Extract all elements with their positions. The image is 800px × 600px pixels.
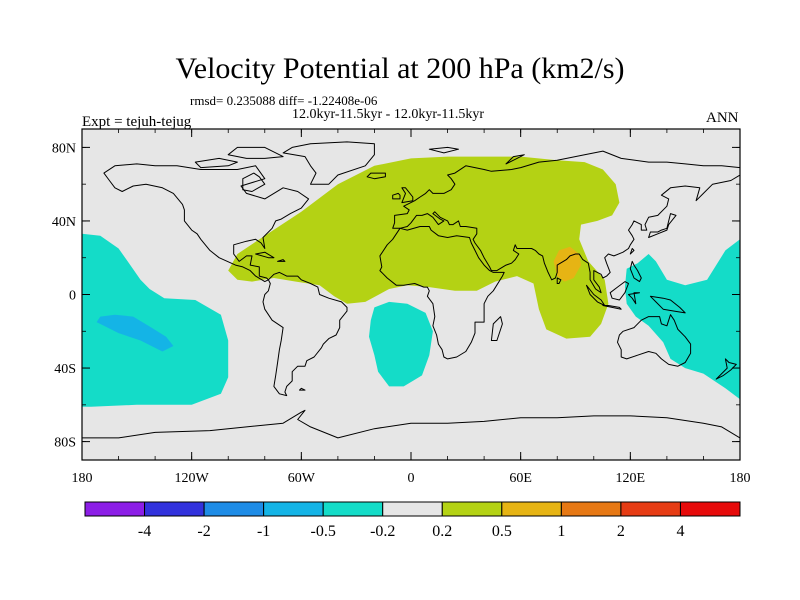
y-tick-label: 0 [69,289,76,304]
coastline-13 [602,305,622,310]
colorbar: -4 -2 -1 -0.5 -0.2 0.2 0.5 1 2 4 [84,501,741,540]
colorbar-label: 2 [617,523,625,540]
colorbar-swatch [322,501,384,517]
y-tick-label: 80N [52,141,76,156]
coastline-24 [299,387,306,391]
x-axis: 180 120W 60W 0 60E 120E 180 [72,129,751,486]
colorbar-label: 1 [557,523,565,540]
coastline-3 [379,226,505,360]
colorbar-label: 4 [676,523,684,540]
coastline-27 [505,154,525,165]
coastline-22 [255,251,275,259]
coastline-5 [617,314,692,367]
colorbar-swatch [144,501,205,517]
coastline-14 [609,281,629,301]
coastline-19 [629,248,635,255]
coastline-29 [242,172,266,192]
coastline-25 [227,146,284,159]
season-label: ANN [706,110,739,126]
contour-fill-layer [82,156,740,407]
y-tick-label: 40N [52,215,76,230]
x-tick-label: 60W [288,471,316,486]
coastline-18 [648,213,677,238]
contour-region-2 [553,246,581,282]
coastline-28 [428,146,459,154]
contour-region-3 [82,233,229,407]
coastline-4 [392,150,740,294]
colorbar-swatch [501,501,562,517]
coastline-1 [103,163,310,283]
colorbar-swatch [203,501,265,517]
coastline-23 [277,259,286,262]
coastline-21 [556,277,562,284]
colorbar-swatch [620,501,681,517]
coastline-20 [715,358,737,380]
colorbar-swatch [382,501,443,517]
colorbar-swatch [560,501,622,517]
x-tick-label: 120W [175,471,210,486]
coastline-16 [649,295,686,314]
contour-region-4 [96,314,174,352]
coastline-15 [628,292,640,305]
contour-region-5 [369,301,433,387]
colorbar-label: -0.5 [311,523,336,540]
colorbar-label: 0.2 [432,523,452,540]
chart-title: Velocity Potential at 200 hPa (km2/s) [175,52,625,85]
stats-line: rmsd= 0.235088 diff= -1.22408e-06 [190,93,378,108]
colorbar-swatch [84,501,146,517]
x-tick-label: 0 [408,471,415,486]
experiment-label: Expt = tejuh-tejug [82,114,192,130]
x-tick-label: 180 [72,471,93,486]
y-tick-label: 40S [54,362,76,377]
colorbar-swatch [263,501,324,517]
coastline-9 [392,192,401,200]
coastline-11 [490,316,503,341]
coastline-7 [82,409,740,460]
period-line: 12.0kyr-11.5kyr - 12.0kyr-11.5kyr [292,107,485,122]
x-tick-label: 180 [730,471,751,486]
coastline-10 [366,172,386,180]
x-tick-label: 60E [509,471,532,486]
colorbar-label: 0.5 [492,523,512,540]
colorbar-swatch [679,501,741,517]
coastline-6 [282,141,375,185]
colorbar-label: -4 [138,523,151,540]
coastline-17 [629,260,642,283]
coastlines [82,141,740,460]
colorbar-label: -0.2 [370,523,395,540]
map-area [81,128,741,461]
y-axis: 80N 40N 0 40S 80S [52,141,740,451]
x-tick-label: 120E [616,471,646,486]
coastline-26 [194,157,238,169]
coastline-2 [262,271,348,397]
colorbar-label: -1 [257,523,270,540]
colorbar-label: -2 [197,523,210,540]
colorbar-swatch [441,501,503,517]
coastline-8 [401,187,414,204]
contour-region-6 [624,239,740,400]
contour-region-1 [228,156,620,339]
y-tick-label: 80S [54,436,76,451]
